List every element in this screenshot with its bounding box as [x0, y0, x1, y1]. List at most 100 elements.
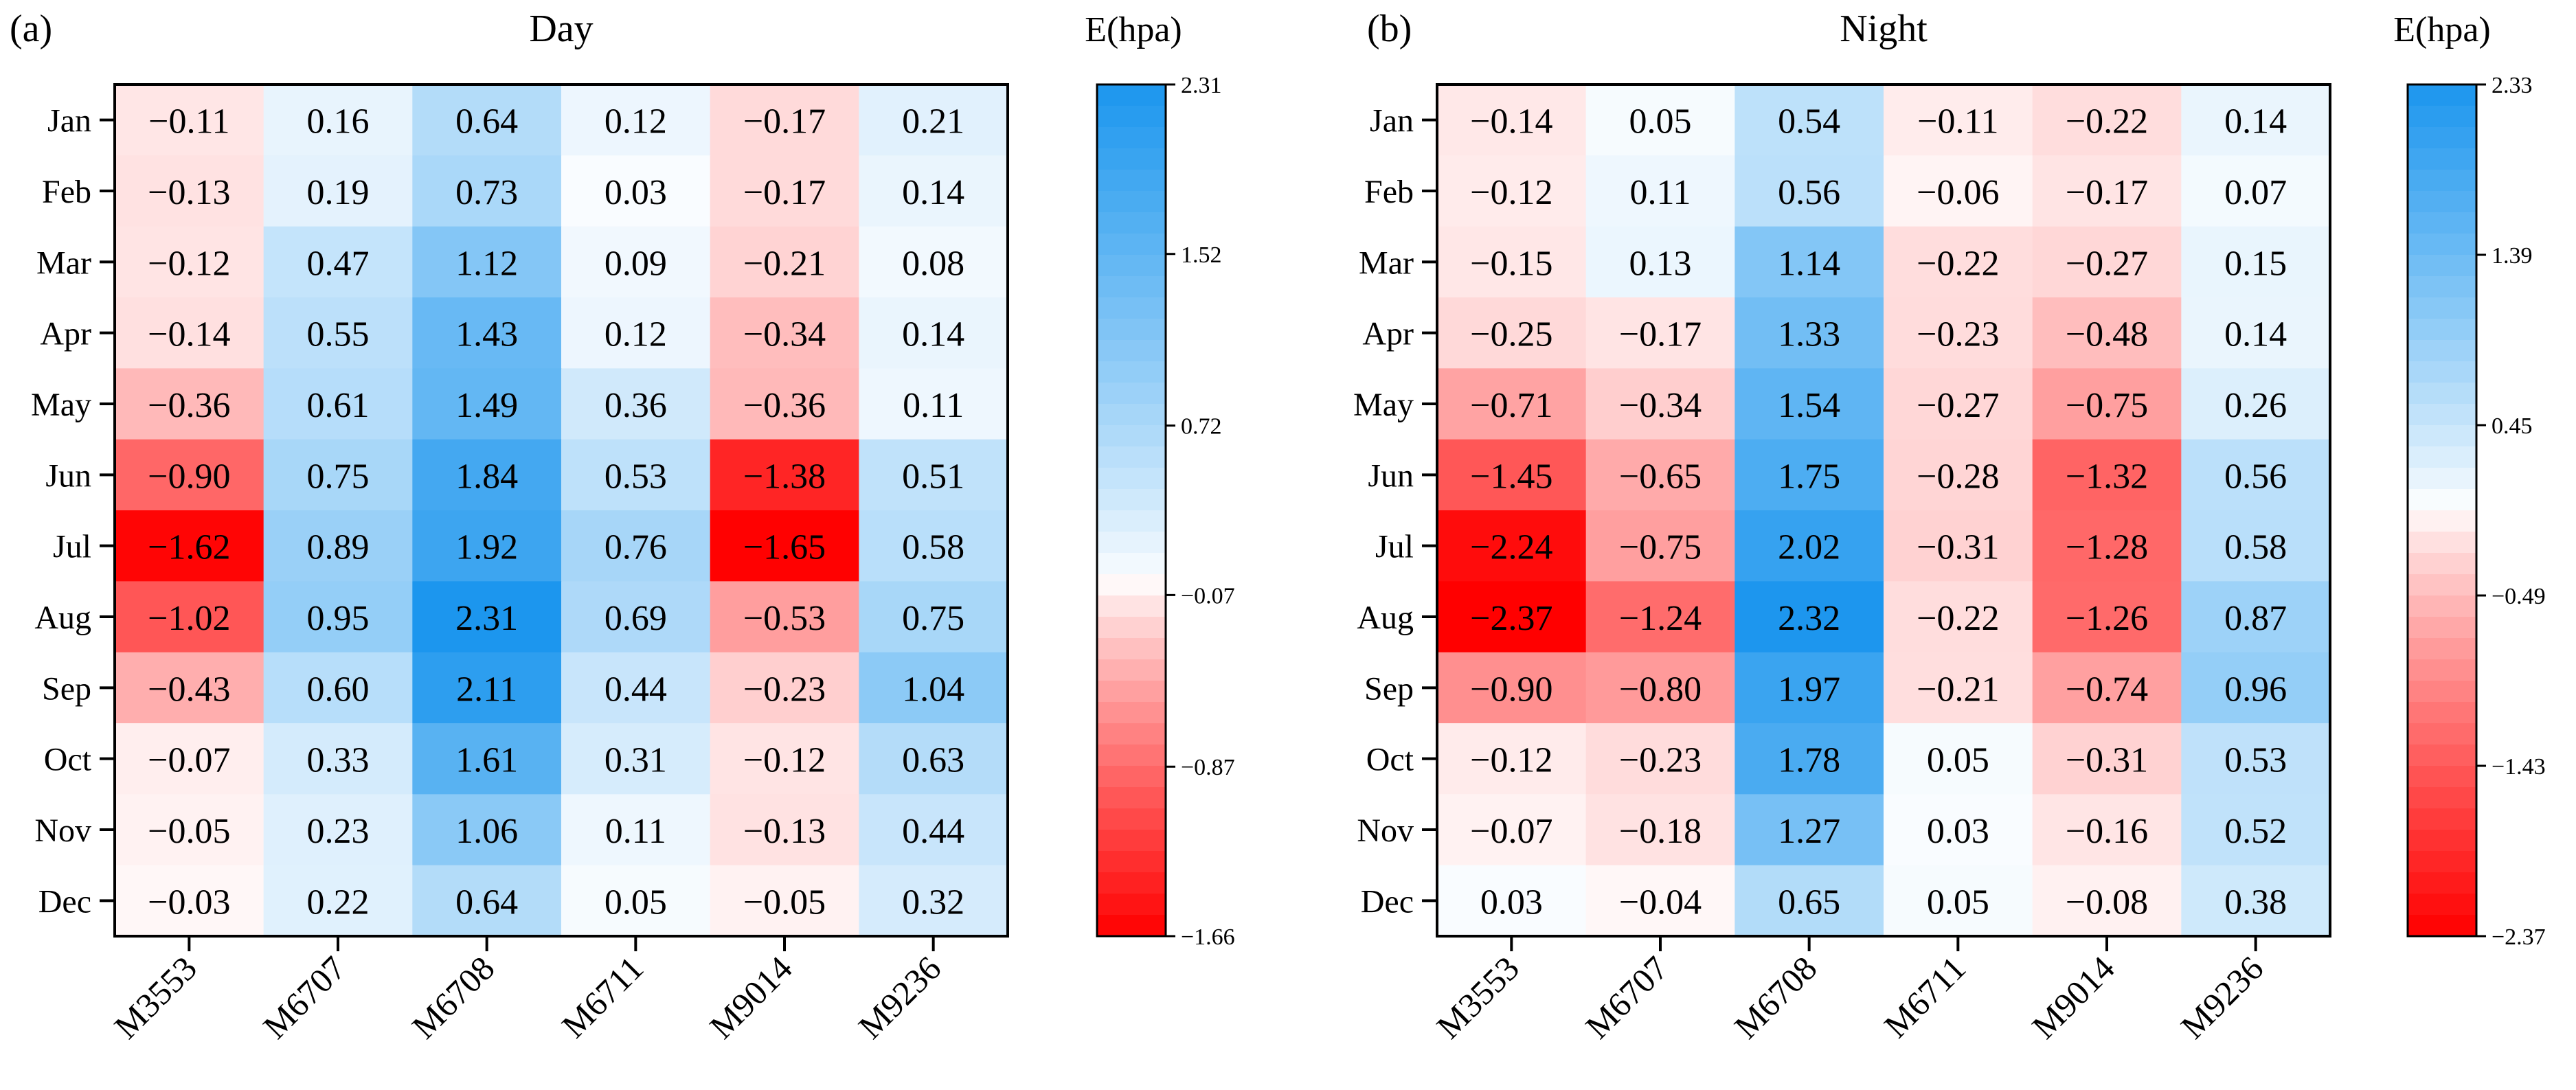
y-tick-label: Mar [1359, 245, 1414, 281]
colorbar-segment [1097, 830, 1166, 852]
heat-cell [710, 155, 859, 227]
colorbar-frame [2406, 83, 2478, 938]
data-label: −0.17 [743, 173, 826, 212]
heat-cell [2032, 652, 2182, 724]
heat-cell [2032, 155, 2182, 227]
colorbar-segment [1097, 148, 1166, 170]
y-tick-label: Dec [1361, 883, 1414, 920]
data-label: −0.23 [743, 670, 826, 709]
heat-cell [2032, 84, 2182, 156]
data-label: 0.52 [2224, 812, 2287, 851]
colorbar-tick-label: 2.31 [1181, 73, 1222, 98]
heat-cell [2181, 368, 2331, 440]
colorbar-segment [1097, 702, 1166, 724]
colorbar-segment [2408, 170, 2476, 192]
data-label: 0.05 [1927, 883, 1989, 922]
heat-cell [412, 226, 562, 298]
data-label: 0.22 [307, 883, 370, 922]
data-label: −2.24 [1470, 528, 1552, 567]
heat-cell [2181, 510, 2331, 582]
x-tick-label: M3553 [1429, 949, 1526, 1046]
colorbar-segment [2408, 468, 2476, 490]
y-tick-label: Nov [1357, 813, 1414, 849]
heat-cell [1735, 439, 1884, 511]
heat-cell [2181, 581, 2331, 653]
heat-cell [1884, 297, 2033, 369]
heat-cell [561, 368, 711, 440]
data-label: −0.14 [148, 315, 230, 354]
colorbar-segment [2408, 851, 2476, 873]
heat-cell [263, 865, 413, 937]
data-label: −1.24 [1619, 599, 1702, 638]
data-label: 0.65 [1778, 883, 1840, 922]
colorbar-segment [2408, 319, 2476, 341]
data-label: −0.75 [2066, 386, 2148, 425]
data-label: −0.34 [1619, 386, 1702, 425]
data-label: −0.16 [2066, 812, 2148, 851]
heat-cell [1735, 226, 1884, 298]
heat-cell [859, 297, 1008, 369]
data-label: −0.04 [1619, 883, 1702, 922]
heat-cell [1437, 865, 1587, 937]
data-label: −1.65 [743, 528, 826, 567]
heat-cell [1735, 723, 1884, 795]
data-label: −0.90 [148, 457, 230, 496]
data-label: −2.37 [1470, 599, 1552, 638]
data-label: −0.75 [1619, 528, 1702, 567]
colorbar-segment [1097, 404, 1166, 426]
data-label: −0.12 [743, 741, 826, 780]
panel-night: (b) Night −0.14 0.05 0.54 −0.11 −0.22 0.14 −0.12… [1353, 8, 2546, 1046]
colorbar-segment [1097, 383, 1166, 405]
colorbar-segment [2408, 830, 2476, 852]
data-label: 1.61 [455, 741, 518, 780]
heat-cell [1585, 155, 1735, 227]
heat-cell [1735, 84, 1884, 156]
data-label: 0.11 [605, 812, 666, 851]
data-label: 0.03 [1927, 812, 1989, 851]
colorbar-title: E(hpa) [1085, 10, 1182, 49]
data-label: 1.49 [455, 386, 518, 425]
heat-cell [115, 652, 264, 724]
data-label: 0.58 [902, 528, 964, 567]
y-tick-label: Feb [1364, 174, 1414, 210]
colorbar-segment [2408, 915, 2476, 937]
data-label: 1.14 [1778, 244, 1840, 283]
data-label: 0.64 [455, 883, 518, 922]
colorbar-segment [1097, 297, 1166, 319]
plot-frame [1436, 83, 2331, 938]
colorbar: E(hpa) 2.31 1.52 0.72 −0.07 −0.87 −1.66 [1085, 10, 1234, 950]
heat-cell [1437, 226, 1587, 298]
colorbar-segment [1097, 340, 1166, 362]
data-label: −0.53 [743, 599, 826, 638]
colorbar-tick-label: 0.45 [2492, 413, 2533, 439]
heat-cell [561, 723, 711, 795]
data-label: 1.54 [1778, 386, 1840, 425]
heat-cell [115, 155, 264, 227]
data-label: 1.78 [1778, 741, 1840, 780]
panel-day: (a) Day −0.11 0.16 0.64 0.12 −0.17 0.21 −0.13 0.1… [10, 8, 1235, 1046]
colorbar-segment [1097, 553, 1166, 575]
colorbar-segment [2408, 638, 2476, 660]
colorbar-segment [1097, 723, 1166, 745]
plot-frame [113, 83, 1009, 938]
colorbar-segment [2408, 808, 2476, 830]
heat-cell [710, 510, 859, 582]
data-label: −0.18 [1619, 812, 1702, 851]
heat-cell [561, 155, 711, 227]
heat-cell [412, 723, 562, 795]
heat-cell [1437, 439, 1587, 511]
heat-cell [561, 84, 711, 156]
y-tick-label: Sep [1364, 670, 1414, 707]
data-label: 0.54 [1778, 102, 1840, 141]
x-tick-label: M6707 [256, 949, 353, 1046]
heat-cell [1437, 368, 1587, 440]
data-label: −0.05 [148, 812, 230, 851]
data-label: 0.53 [2224, 741, 2287, 780]
colorbar-segment [1097, 191, 1166, 213]
data-label: −0.23 [1619, 741, 1702, 780]
data-label: −1.62 [148, 528, 230, 567]
data-label: −0.25 [1470, 315, 1552, 354]
heat-cell [1585, 226, 1735, 298]
heat-cell [1585, 84, 1735, 156]
